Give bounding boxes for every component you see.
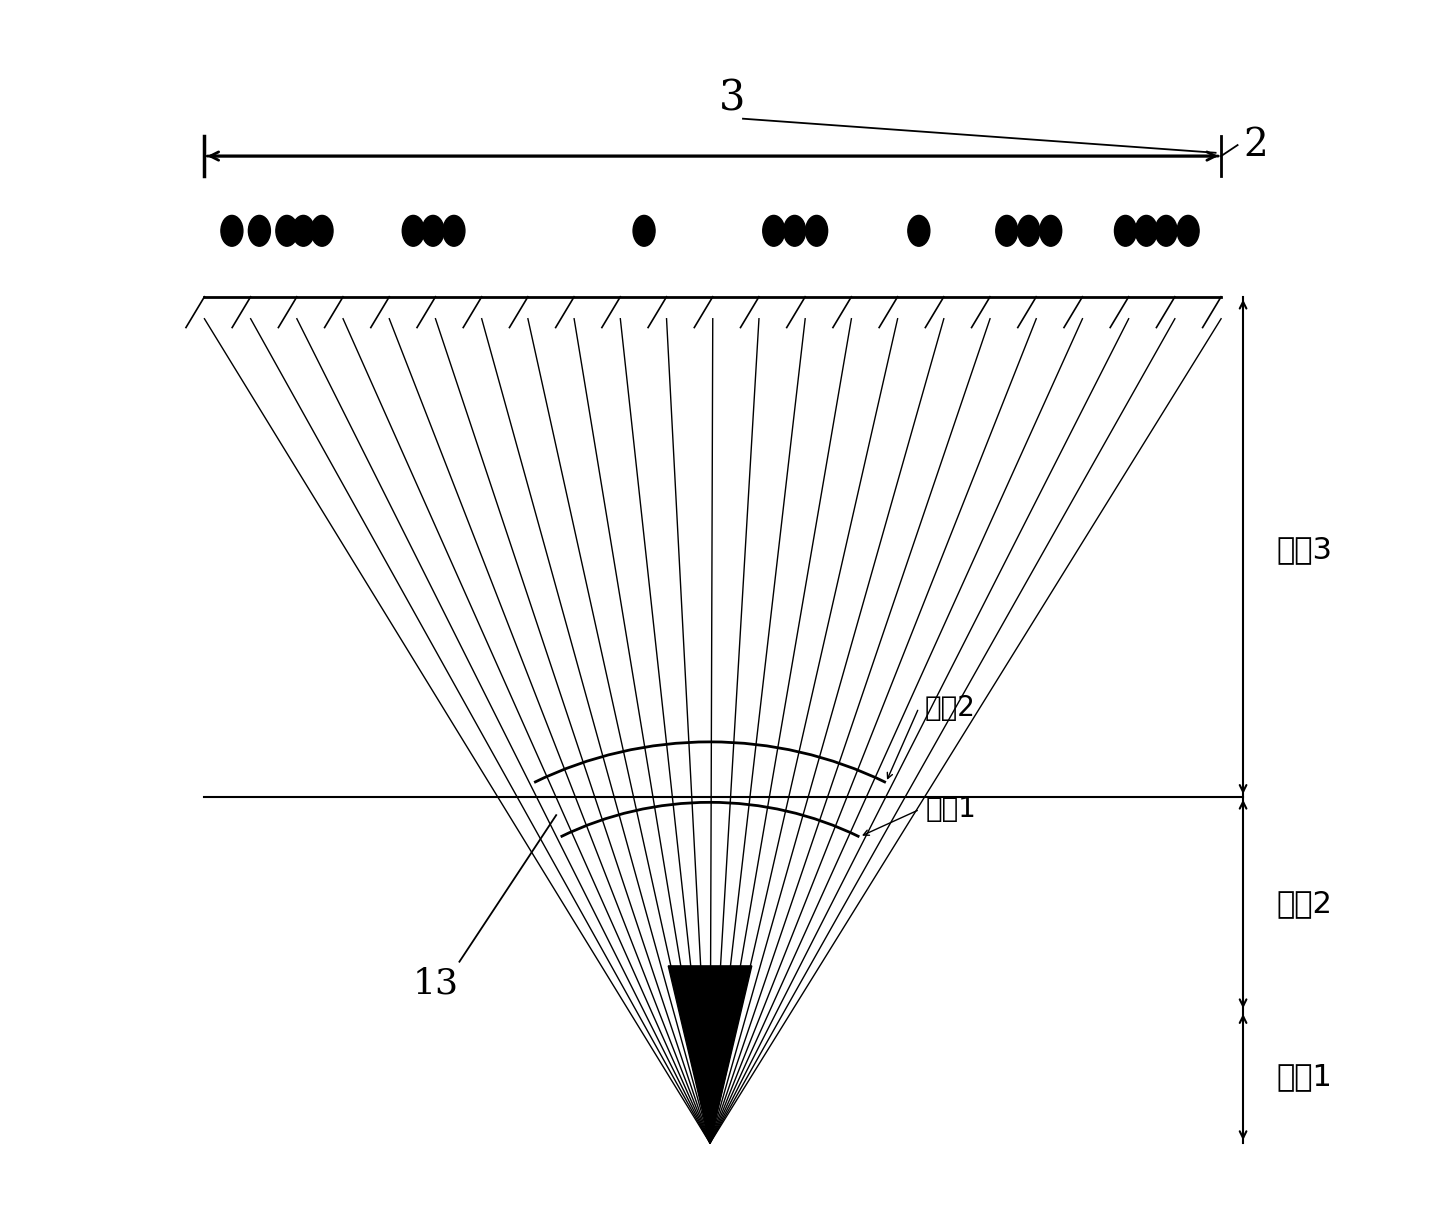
Ellipse shape xyxy=(275,215,298,247)
Text: 距离2: 距离2 xyxy=(1276,889,1332,918)
Text: 半兴2: 半兴2 xyxy=(924,694,975,722)
Text: 13: 13 xyxy=(412,967,459,1001)
Ellipse shape xyxy=(311,215,333,247)
Text: 3: 3 xyxy=(718,77,746,120)
Ellipse shape xyxy=(221,215,242,247)
Text: 半兴1: 半兴1 xyxy=(926,796,976,823)
Ellipse shape xyxy=(423,215,444,247)
Ellipse shape xyxy=(633,215,655,247)
Ellipse shape xyxy=(996,215,1018,247)
Ellipse shape xyxy=(1135,215,1158,247)
Ellipse shape xyxy=(402,215,424,247)
Ellipse shape xyxy=(1115,215,1136,247)
Ellipse shape xyxy=(293,215,314,247)
Ellipse shape xyxy=(1155,215,1177,247)
Text: 距离3: 距离3 xyxy=(1276,536,1332,565)
Ellipse shape xyxy=(806,215,828,247)
Ellipse shape xyxy=(1177,215,1200,247)
Ellipse shape xyxy=(1040,215,1061,247)
Ellipse shape xyxy=(763,215,784,247)
Text: 2: 2 xyxy=(1243,127,1268,163)
Ellipse shape xyxy=(783,215,806,247)
Ellipse shape xyxy=(248,215,270,247)
Polygon shape xyxy=(668,966,751,1143)
Ellipse shape xyxy=(908,215,930,247)
Ellipse shape xyxy=(1018,215,1040,247)
Text: 距离1: 距离1 xyxy=(1276,1063,1332,1092)
Ellipse shape xyxy=(443,215,464,247)
